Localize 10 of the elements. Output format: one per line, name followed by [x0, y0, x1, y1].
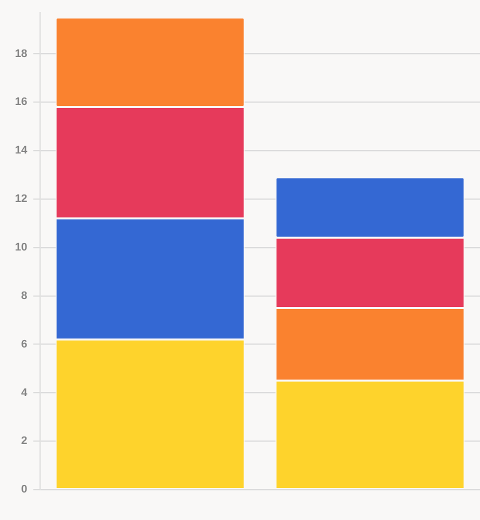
y-tick-label: 0 — [21, 484, 28, 496]
y-tick-label: 14 — [14, 144, 28, 157]
y-tick-label: 8 — [21, 290, 28, 302]
y-tick-label: 6 — [21, 338, 28, 350]
y-tick-label: 10 — [14, 242, 28, 254]
y-tick-label: 2 — [21, 435, 28, 448]
y-tick-label: 16 — [14, 96, 28, 108]
y-tick-label: 12 — [14, 193, 28, 206]
y-tick-label: 4 — [21, 386, 28, 399]
y-tick-label: 18 — [14, 48, 28, 60]
